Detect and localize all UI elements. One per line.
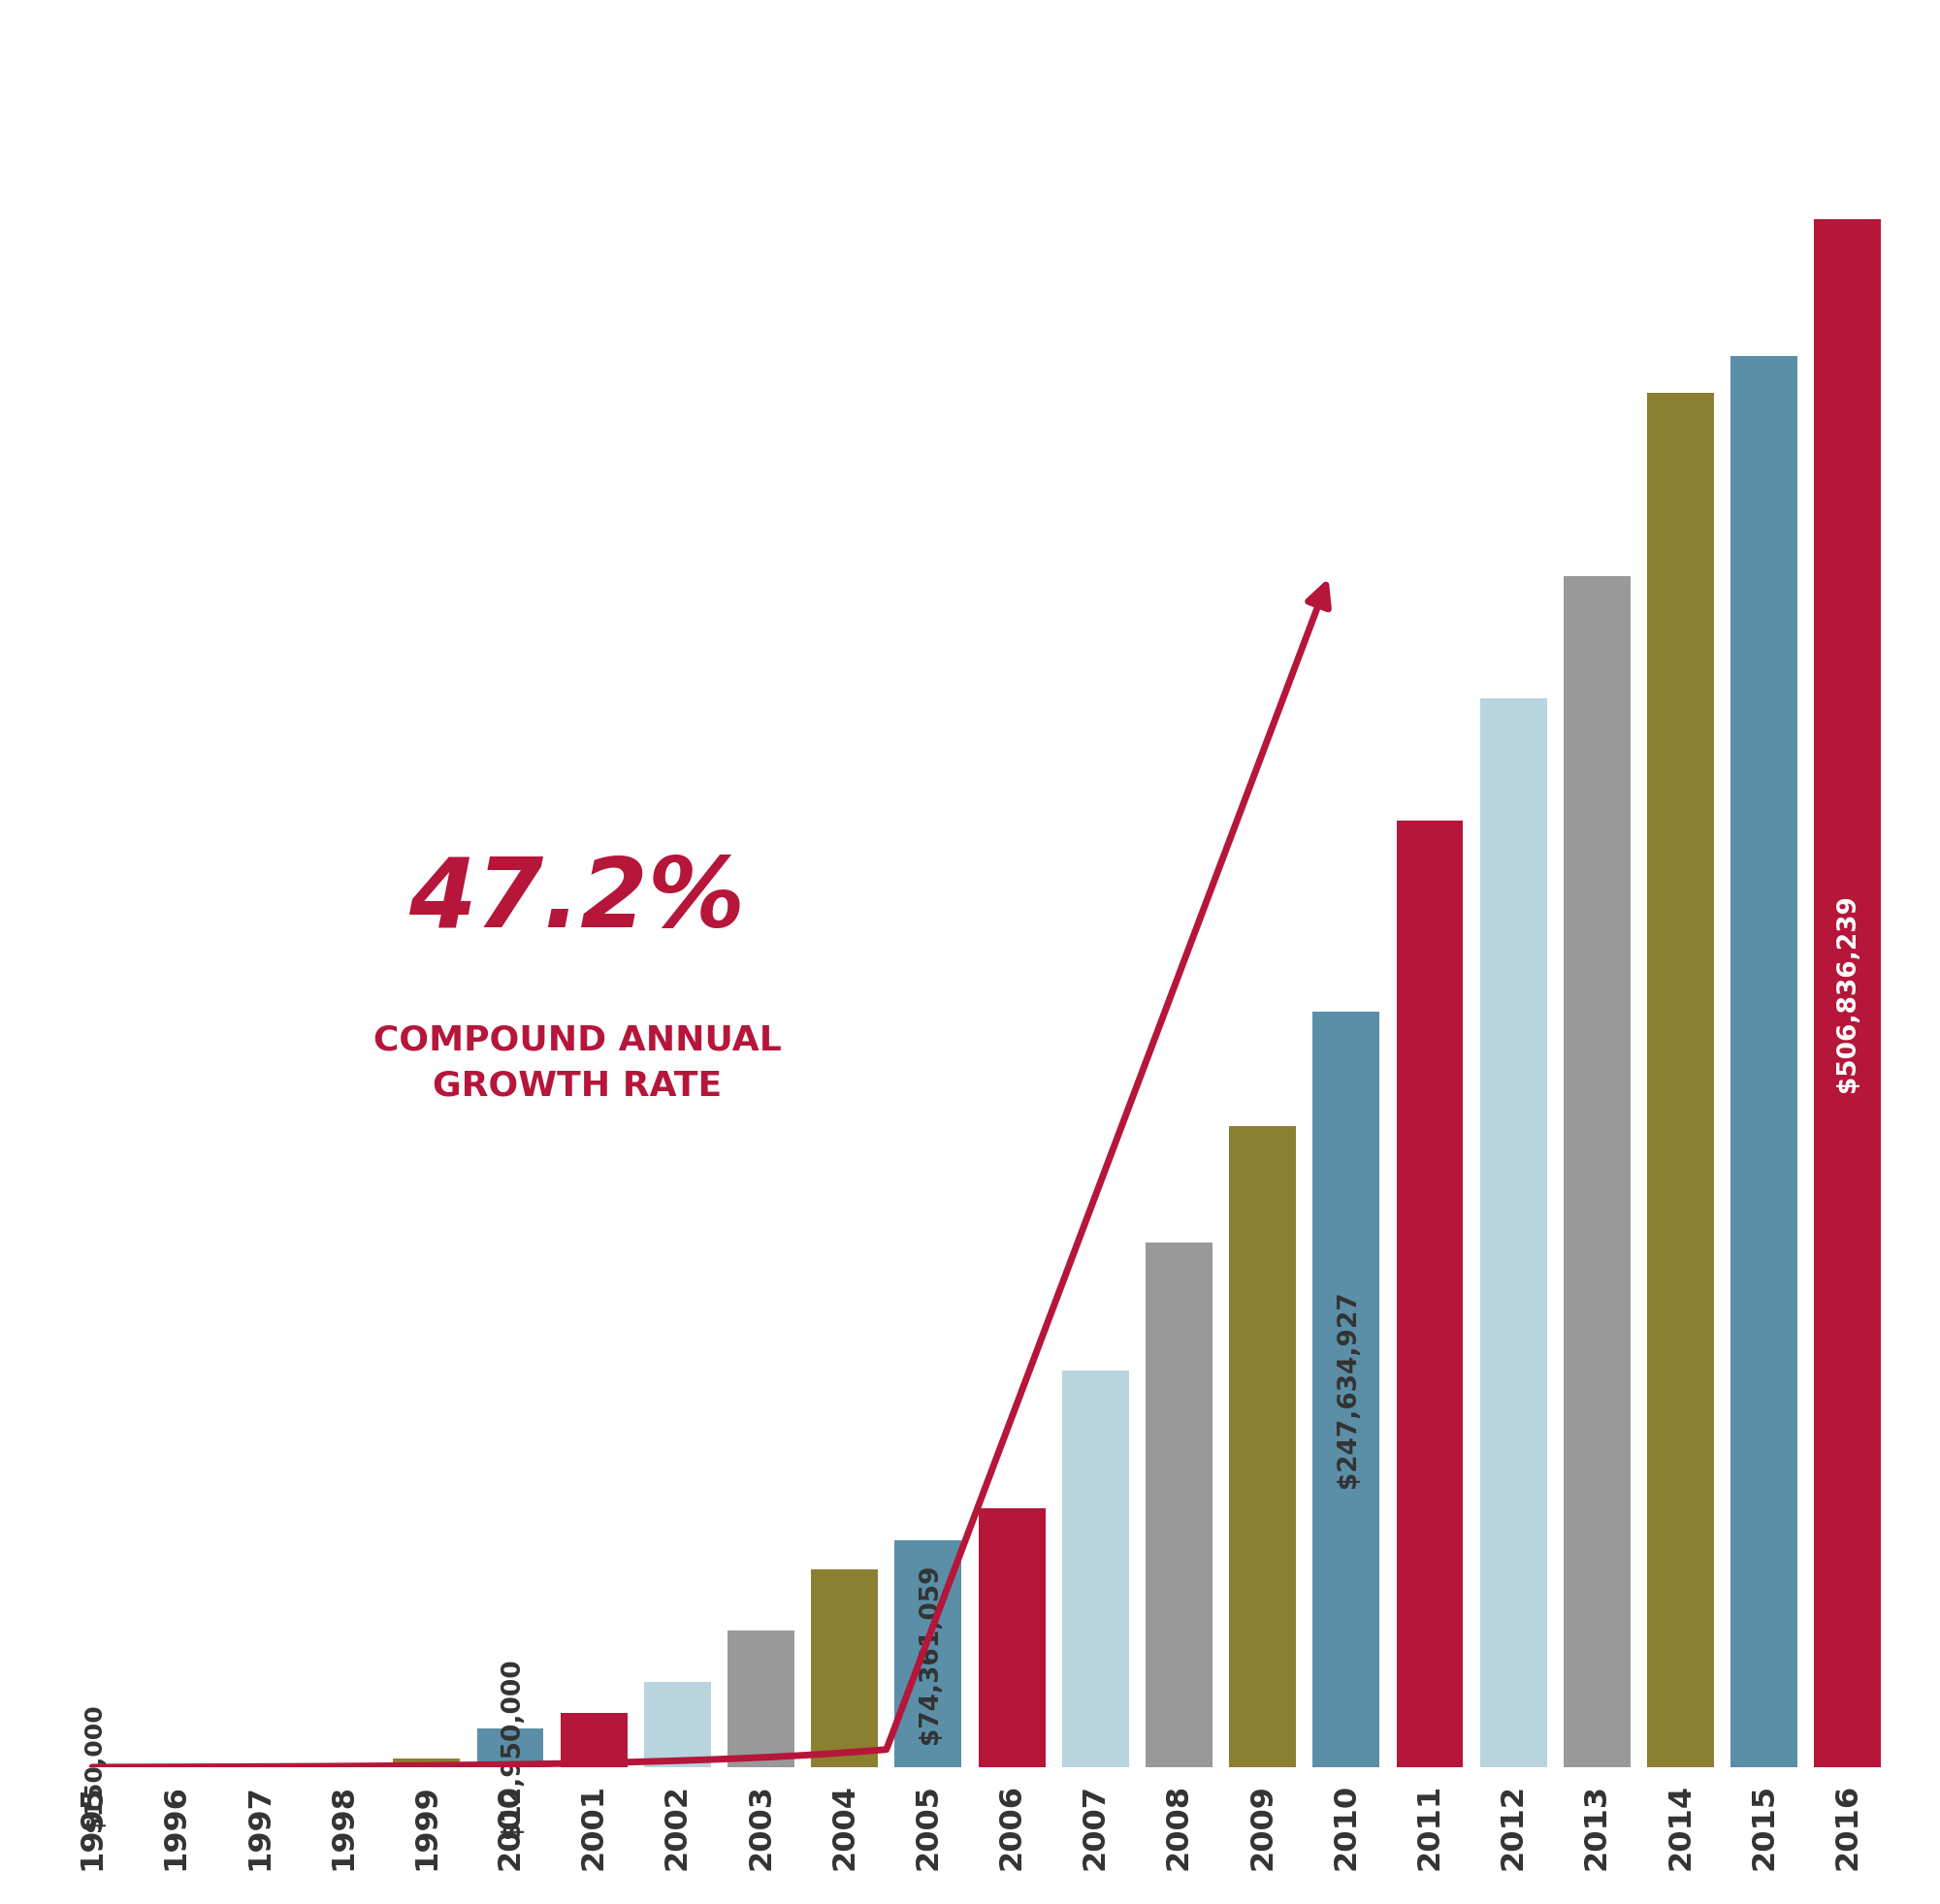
Text: $506,836,239: $506,836,239 [1835,895,1860,1093]
Bar [894,1540,962,1767]
Bar [477,1729,543,1767]
Text: COMPOUND ANNUAL
GROWTH RATE: COMPOUND ANNUAL GROWTH RATE [372,1024,782,1102]
Bar [394,1759,460,1767]
Text: $74,361,059: $74,361,059 [918,1563,943,1744]
Bar [1061,1371,1129,1767]
Text: $150,000: $150,000 [81,1704,105,1832]
Bar [1145,1241,1212,1767]
Bar [644,1681,710,1767]
Bar [1313,1011,1379,1767]
Bar [1397,821,1463,1767]
Bar [561,1712,627,1767]
Bar [978,1508,1046,1767]
Bar [811,1569,879,1767]
Bar [728,1630,795,1767]
Bar [1230,1125,1296,1767]
Bar [1647,392,1715,1767]
Text: $12,950,000: $12,950,000 [499,1658,524,1837]
Bar [1480,699,1546,1767]
Bar [1730,356,1798,1767]
Bar [1564,577,1630,1767]
Bar [310,1763,376,1767]
Bar [1814,219,1882,1767]
Text: $247,634,927: $247,634,927 [1335,1291,1360,1489]
Text: 47.2%: 47.2% [409,853,745,948]
